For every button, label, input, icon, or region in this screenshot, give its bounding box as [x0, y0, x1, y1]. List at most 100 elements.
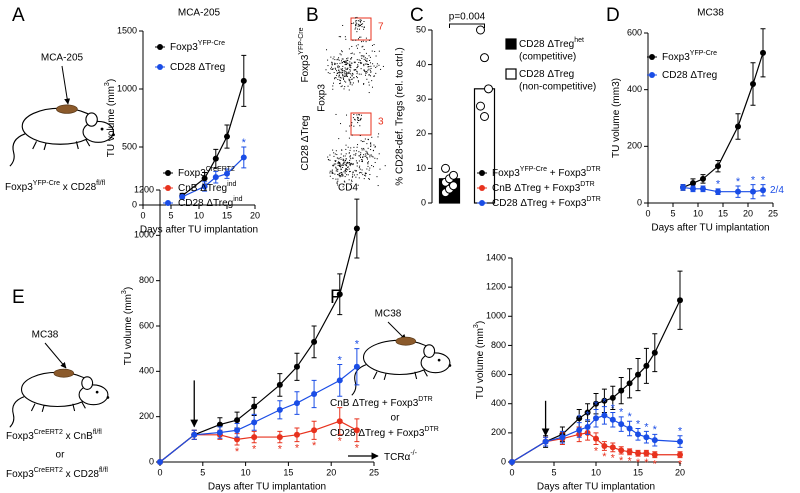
significance-label: *	[338, 354, 343, 366]
data-point	[276, 434, 283, 441]
flow-dot	[341, 164, 343, 166]
flow-dot	[338, 174, 340, 176]
gate	[350, 112, 372, 136]
legend-label-part: + Foxp3	[547, 168, 587, 179]
y-tick-label: 10	[416, 163, 426, 173]
flow-dot	[342, 58, 344, 60]
flow-dot	[337, 71, 339, 73]
flow-dot	[364, 57, 366, 59]
y-tick-label: 1400	[486, 252, 506, 262]
flow-dot	[340, 171, 342, 173]
legend-label-part: het	[574, 37, 584, 44]
flow-dot	[342, 173, 344, 175]
data-point	[677, 297, 683, 304]
flow-dot	[364, 63, 366, 65]
flow-dot	[351, 45, 353, 47]
flow-dot	[359, 135, 361, 137]
flow-dot	[356, 77, 358, 79]
flow-dot	[360, 61, 362, 63]
flow-dot	[338, 65, 340, 67]
flow-dot	[345, 130, 347, 132]
flow-dot	[358, 151, 360, 153]
flow-dot	[362, 159, 364, 161]
flow-dot	[339, 79, 341, 81]
mouse-tail	[9, 133, 26, 167]
flow-dot	[339, 163, 341, 165]
flow-dot	[357, 25, 359, 27]
flow-dot	[355, 176, 357, 178]
flow-dot	[353, 125, 355, 127]
significance-label: *	[644, 457, 649, 469]
flow-dot	[339, 172, 341, 174]
flow-dot	[339, 83, 341, 85]
data-point	[449, 170, 458, 180]
data-point	[157, 459, 163, 465]
genotype-label-part: DTR	[424, 426, 438, 433]
flow-dot	[353, 22, 355, 24]
data-point	[609, 444, 616, 451]
flow-dot	[361, 26, 363, 28]
data-point	[750, 81, 756, 87]
data-point	[353, 427, 360, 434]
flow-dot	[353, 150, 355, 152]
significance-label: *	[636, 418, 641, 430]
flow-dot	[364, 70, 366, 72]
flow-dot	[338, 69, 340, 71]
flow-dot	[349, 61, 351, 63]
flow-dot	[335, 166, 337, 168]
flow-dot	[367, 66, 369, 68]
flow-dot	[363, 26, 365, 28]
legend-marker	[157, 64, 163, 70]
legend-label-part: CnB ΔTreg + Foxp3	[492, 183, 581, 194]
flow-dot	[376, 63, 378, 65]
flow-dot	[332, 68, 334, 70]
legend-label-part: CnB ΔTreg	[178, 183, 227, 194]
flow-dot	[340, 86, 342, 88]
flow-dot	[366, 157, 368, 159]
y-axis-label: TU volume (mm3)	[104, 79, 116, 157]
flow-dot	[369, 167, 371, 169]
flow-dot	[362, 161, 364, 163]
flow-dot	[336, 154, 338, 156]
y-tick-label: 600	[627, 27, 642, 37]
flow-dot	[340, 54, 342, 56]
flow-dot	[327, 159, 329, 161]
flow-dot	[366, 60, 368, 62]
significance-label: *	[577, 413, 582, 425]
x-tick-label: 5	[200, 467, 205, 477]
chart-title: MC38	[697, 8, 724, 19]
flow-dot	[339, 165, 341, 167]
legend-label-part: YFP-Cre	[198, 40, 225, 47]
flow-dot	[363, 178, 365, 180]
significance-label: *	[653, 459, 658, 471]
flow-dot	[333, 72, 335, 74]
significance-bracket	[449, 23, 485, 28]
flow-dot	[335, 68, 337, 70]
flow-dot	[345, 70, 347, 72]
data-point	[677, 451, 683, 458]
flow-dot	[351, 57, 353, 59]
mouse-illustration	[351, 336, 452, 396]
y-axis-label: TU volume (mm3)	[611, 78, 622, 158]
legend-marker	[649, 72, 655, 78]
flow-dot	[360, 21, 362, 23]
y-tick-label: 0	[637, 197, 642, 207]
genotype-label: Foxp3YFP-Cre x CD28fl/fl	[5, 180, 106, 192]
flow-dot	[364, 155, 366, 157]
flow-dot	[338, 162, 340, 164]
flow-dot	[374, 145, 376, 147]
flow-dot	[339, 165, 341, 167]
data-point	[201, 175, 208, 182]
significance-label: *	[312, 440, 317, 452]
flow-dot	[357, 80, 359, 82]
flow-dot	[331, 169, 333, 171]
flow-dot	[345, 148, 347, 150]
significance-label: *	[611, 453, 616, 465]
x-axis-label: Days after TU implantation	[140, 225, 258, 236]
flow-dot	[348, 64, 350, 66]
flow-dot	[348, 80, 350, 82]
flow-dot	[344, 72, 346, 74]
data-point	[609, 416, 616, 423]
